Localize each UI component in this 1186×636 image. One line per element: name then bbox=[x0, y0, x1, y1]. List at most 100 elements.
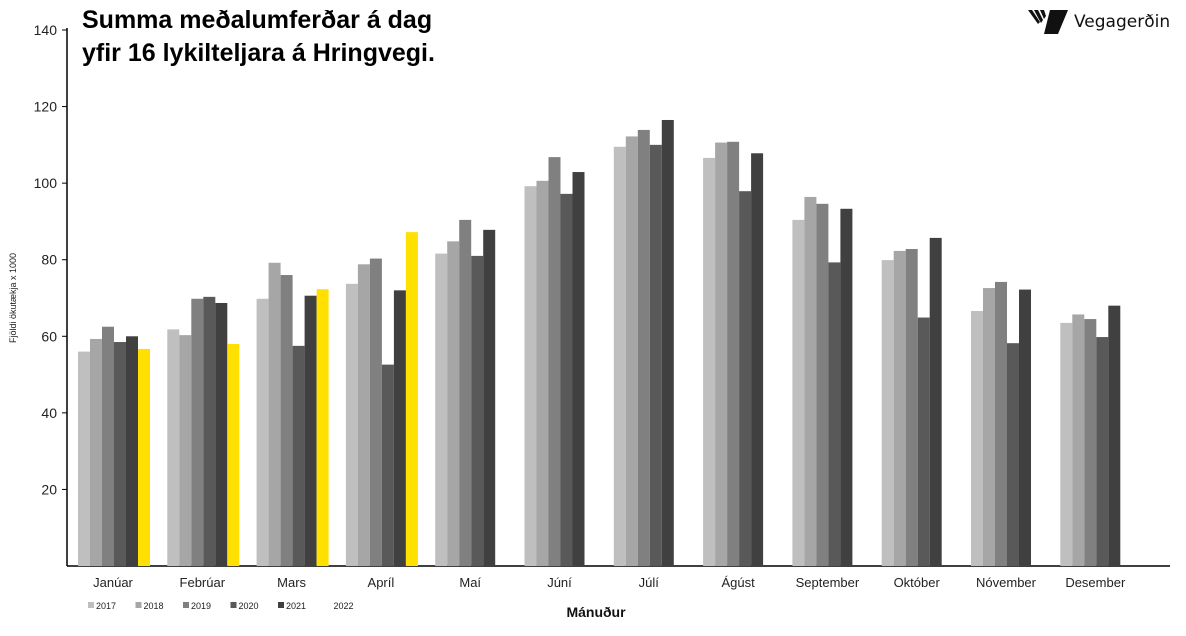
legend-label-2021: 2021 bbox=[286, 601, 306, 611]
bar-2019 bbox=[905, 248, 918, 566]
bar-2018 bbox=[268, 262, 281, 566]
bar-2018 bbox=[536, 180, 549, 567]
y-tick-label: 100 bbox=[34, 175, 58, 191]
bar-2020 bbox=[560, 193, 573, 566]
bar-2020 bbox=[649, 144, 662, 566]
bar-2020 bbox=[381, 364, 394, 566]
bar-2019 bbox=[1084, 319, 1097, 566]
y-tick-label: 20 bbox=[41, 481, 57, 497]
bar-2021 bbox=[1108, 305, 1121, 566]
x-tick-label: Desember bbox=[1065, 575, 1126, 590]
bar-2021 bbox=[393, 290, 406, 566]
x-axis-label: Mánuður bbox=[566, 604, 626, 620]
bar-2021 bbox=[483, 229, 496, 566]
legend-label-2022: 2022 bbox=[334, 601, 354, 611]
bar-2019 bbox=[280, 275, 293, 566]
logo-text: Vegagerðin bbox=[1074, 12, 1171, 32]
bar-2020 bbox=[1096, 337, 1109, 566]
bar-2017 bbox=[703, 157, 716, 567]
x-tick-label: September bbox=[796, 575, 860, 590]
bar-2020 bbox=[828, 262, 841, 566]
bar-2019 bbox=[995, 281, 1007, 566]
x-tick-label: Júní bbox=[547, 575, 572, 590]
bar-2019 bbox=[191, 298, 204, 566]
x-tick-label: Febrúar bbox=[180, 575, 226, 590]
bar-2018 bbox=[983, 288, 995, 566]
bar-2019 bbox=[548, 157, 561, 566]
bar-2018 bbox=[357, 264, 370, 566]
bar-2019 bbox=[816, 203, 829, 566]
bar-2017 bbox=[524, 186, 537, 566]
legend-swatch-2020 bbox=[230, 602, 237, 608]
bar-2017 bbox=[1060, 322, 1073, 566]
y-tick-label: 60 bbox=[41, 328, 57, 344]
x-tick-label: Mars bbox=[277, 575, 306, 590]
y-axis-label: Fjöldi ökutækja x 1000 bbox=[8, 253, 18, 343]
bar-2020 bbox=[1007, 343, 1019, 566]
bar-2021 bbox=[304, 295, 317, 566]
x-tick-label: Október bbox=[894, 575, 941, 590]
y-tick-label: 40 bbox=[41, 405, 57, 421]
x-tick-label: Ágúst bbox=[721, 575, 755, 590]
bar-2018 bbox=[447, 241, 460, 566]
bar-2019 bbox=[369, 258, 382, 566]
legend-swatch-2018 bbox=[135, 602, 142, 608]
bar-2017 bbox=[256, 298, 269, 566]
bar-2022 bbox=[316, 289, 329, 566]
bar-2017 bbox=[78, 351, 90, 566]
bar-2018 bbox=[625, 136, 638, 567]
bar-2017 bbox=[345, 283, 358, 566]
bar-2020 bbox=[739, 191, 752, 566]
bar-2019 bbox=[727, 141, 740, 566]
bar-2020 bbox=[292, 345, 305, 566]
bar-2021 bbox=[215, 302, 228, 566]
bar-2020 bbox=[917, 317, 930, 566]
bar-2017 bbox=[167, 329, 180, 566]
legend-label-2020: 2020 bbox=[239, 601, 259, 611]
legend-label-2019: 2019 bbox=[191, 601, 211, 611]
bar-2020 bbox=[203, 296, 216, 566]
bar-2021 bbox=[840, 208, 853, 566]
bar-2018 bbox=[179, 335, 192, 566]
bar-2019 bbox=[102, 326, 114, 566]
bar-2017 bbox=[792, 219, 805, 566]
bar-2021 bbox=[126, 336, 138, 566]
bar-2022 bbox=[227, 343, 240, 566]
bar-2021 bbox=[572, 172, 585, 567]
legend-label-2018: 2018 bbox=[144, 601, 164, 611]
vegagerdin-logo: Vegagerðin bbox=[1028, 10, 1170, 34]
bar-2018 bbox=[715, 142, 728, 566]
legend-swatch-2021 bbox=[278, 602, 284, 608]
bar-2020 bbox=[471, 255, 484, 566]
y-tick-label: 140 bbox=[34, 22, 58, 38]
legend-swatch-2017 bbox=[88, 602, 94, 608]
bar-2022 bbox=[405, 232, 418, 567]
bar-2021 bbox=[929, 237, 942, 567]
legend-label-2017: 2017 bbox=[96, 601, 116, 611]
bar-2019 bbox=[637, 129, 650, 566]
bar-2019 bbox=[459, 219, 472, 566]
bar-2017 bbox=[613, 146, 626, 566]
bar-2020 bbox=[114, 342, 126, 566]
x-tick-label: Apríl bbox=[368, 575, 395, 590]
bar-2018 bbox=[1072, 314, 1085, 566]
bar-2017 bbox=[435, 253, 448, 567]
bar-2022 bbox=[138, 348, 150, 566]
bar-2018 bbox=[804, 196, 817, 566]
y-tick-label: 120 bbox=[34, 99, 58, 115]
bar-2017 bbox=[881, 260, 894, 566]
bar-2017 bbox=[971, 311, 983, 566]
x-tick-label: Júlí bbox=[639, 575, 660, 590]
bar-2021 bbox=[661, 119, 674, 566]
logo-mark-icon bbox=[1028, 10, 1068, 34]
bar-2018 bbox=[893, 250, 906, 566]
x-tick-label: Janúar bbox=[93, 575, 133, 590]
x-tick-label: Nóvember bbox=[976, 575, 1037, 590]
chart-title: Summa meðalumferðar á dag yfir 16 lykilt… bbox=[82, 6, 435, 67]
x-tick-label: Maí bbox=[459, 575, 481, 590]
y-tick-label: 80 bbox=[41, 252, 57, 268]
bar-2021 bbox=[751, 153, 764, 566]
legend-swatch-2019 bbox=[183, 602, 189, 608]
bar-2021 bbox=[1019, 289, 1031, 566]
